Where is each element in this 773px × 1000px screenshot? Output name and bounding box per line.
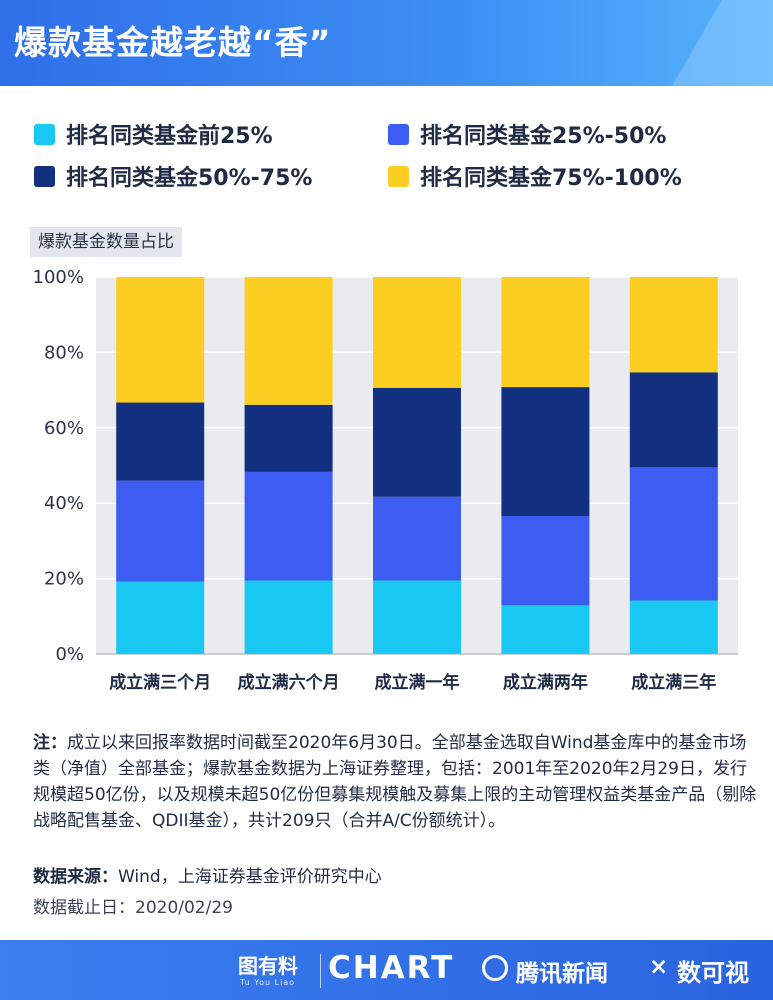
bar-segment-1-1	[244, 471, 333, 581]
x-tick-label: 成立满三个月	[109, 672, 211, 693]
y-tick-label: 40%	[44, 493, 84, 514]
bar-segment-2-0	[373, 580, 461, 654]
data-source: 数据来源：Wind，上海证券基金评价研究中心	[33, 862, 382, 887]
tuyouliao-logo: 图有料	[238, 954, 298, 978]
notes-text: 成立以来回报率数据时间截至2020年6月30日。全部基金选取自Wind基金库中的…	[33, 733, 757, 831]
bar-segment-4-1	[629, 467, 718, 601]
header-decoration	[653, 0, 773, 86]
bar-segment-2-3	[373, 277, 461, 388]
footer-divider	[320, 954, 321, 988]
legend-item-50-75: 排名同类基金50%-75%	[34, 160, 312, 192]
page-title: 爆款基金越老越“香”	[14, 23, 332, 62]
bar-segment-2-1	[373, 496, 461, 581]
bar-segment-3-0	[501, 605, 590, 654]
bar-segment-0-1	[116, 480, 205, 582]
footer-banner: 图有料 Tu You Liao CHART 腾讯新闻 × 数可视	[0, 940, 773, 1000]
legend-swatch-25-50	[388, 123, 409, 145]
legend-swatch-75-100	[388, 165, 409, 187]
y-tick-label: 20%	[44, 569, 84, 590]
legend-label-25-50: 排名同类基金25%-50%	[420, 124, 667, 149]
bar-segment-1-3	[244, 277, 333, 405]
bar-segment-3-3	[501, 277, 590, 388]
shukeshi-logo: 数可视	[677, 959, 749, 987]
source-head: 数据来源：	[33, 867, 118, 887]
x-tick-label: 成立满六个月	[238, 672, 340, 693]
bar-segment-0-3	[116, 277, 205, 403]
bar-segment-3-1	[501, 516, 590, 606]
x-tick-label: 成立满两年	[503, 672, 588, 693]
y-tick-label: 80%	[44, 342, 84, 363]
bar-segment-0-2	[116, 402, 205, 481]
legend-item-25-50: 排名同类基金25%-50%	[388, 118, 666, 150]
legend-swatch-top25	[34, 123, 55, 145]
bar-segment-3-2	[501, 387, 590, 517]
tencent-news-logo: 腾讯新闻	[516, 961, 608, 987]
bar-segment-0-0	[116, 581, 205, 654]
legend-swatch-50-75	[34, 165, 55, 187]
chart-logo: CHART	[328, 950, 455, 986]
source-text: Wind，上海证券基金评价研究中心	[118, 867, 382, 887]
x-tick-label: 成立满三年	[631, 672, 716, 693]
legend-label-top25: 排名同类基金前25%	[66, 124, 273, 149]
notes-head: 注：	[33, 733, 67, 753]
data-cutoff-date: 数据截止日：2020/02/29	[33, 898, 233, 918]
bar-segment-1-2	[244, 404, 333, 472]
bar-segment-1-0	[244, 580, 333, 654]
collab-times-sign: ×	[649, 954, 669, 980]
stacked-bar-chart: 100% 80% 60% 40% 20% 0% 成立满三个月 成立满六个月 成立满一年 成立满两年…	[33, 267, 738, 693]
bar-segment-4-2	[629, 372, 718, 468]
y-tick-label: 60%	[44, 418, 84, 439]
legend-item-top25: 排名同类基金前25%	[34, 118, 273, 150]
legend-label-50-75: 排名同类基金50%-75%	[66, 166, 313, 191]
tuyouliao-logo-sub: Tu You Liao	[240, 978, 296, 987]
chart-subtitle: 爆款基金数量占比	[30, 227, 182, 257]
y-tick-label: 0%	[55, 644, 84, 665]
bar-segment-2-2	[373, 387, 461, 497]
legend-label-75-100: 排名同类基金75%-100%	[420, 166, 682, 191]
notes-paragraph: 注：成立以来回报率数据时间截至2020年6月30日。全部基金选取自Wind基金库…	[33, 730, 758, 834]
legend-item-75-100: 排名同类基金75%-100%	[388, 160, 682, 192]
tencent-news-icon	[482, 955, 508, 981]
y-tick-label: 100%	[33, 267, 84, 288]
header-banner: 爆款基金越老越“香”	[0, 0, 773, 86]
bar-segment-4-0	[629, 600, 718, 654]
bar-segment-4-3	[629, 277, 718, 373]
x-tick-label: 成立满一年	[375, 672, 460, 693]
